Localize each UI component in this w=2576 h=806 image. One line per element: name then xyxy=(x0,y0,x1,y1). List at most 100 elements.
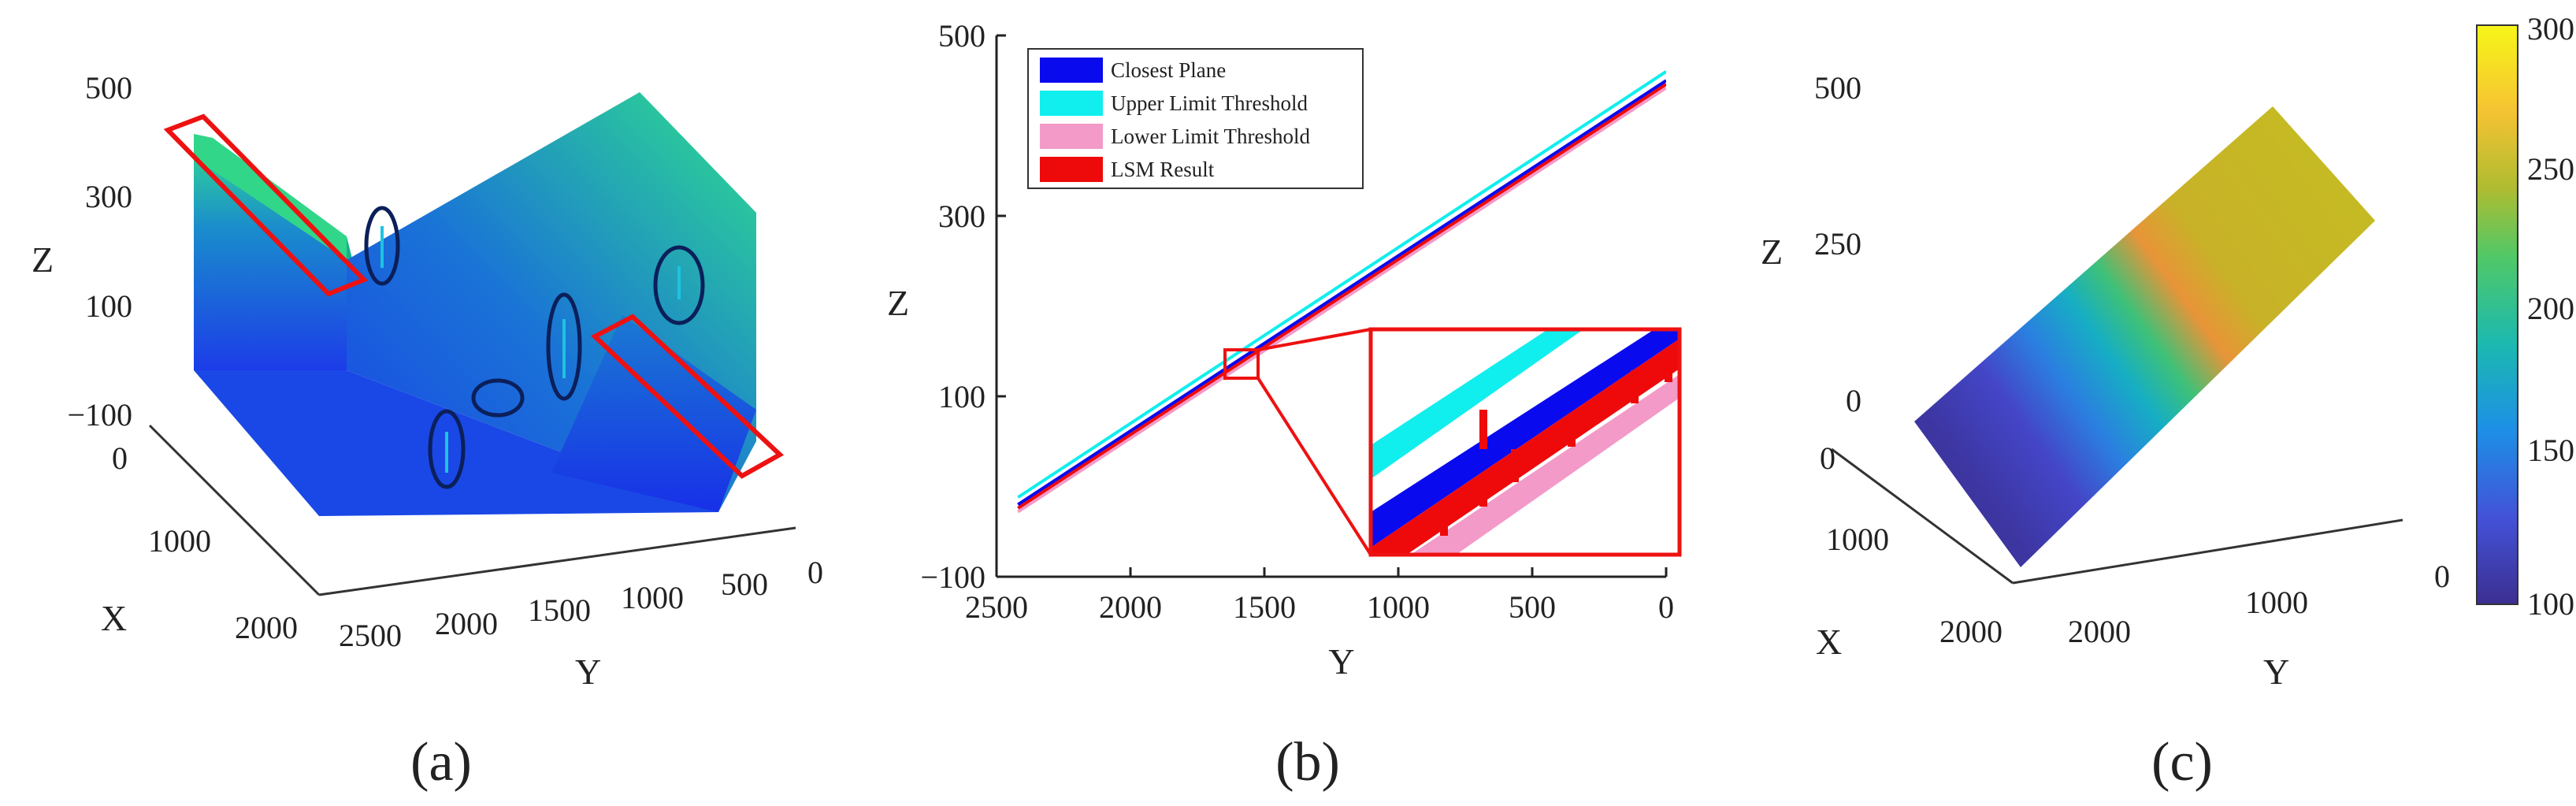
y-tick-label: −100 xyxy=(920,559,985,595)
caption-a: (a) xyxy=(410,732,472,793)
colorbar-tick-label: 250 xyxy=(2527,151,2574,187)
y-tick-label: 1000 xyxy=(621,580,684,615)
panel-c-z-ticks: 500 250 0 xyxy=(1814,70,1861,418)
x-axis-label-b: Y xyxy=(1328,641,1354,682)
panel-b: 500 300 100 −100 2500 2000 1500 1000 500 0 Z Y C… xyxy=(887,18,1682,793)
x-tick-label: 0 xyxy=(1658,589,1674,625)
caption-b: (b) xyxy=(1275,732,1340,793)
x-tick-label: 0 xyxy=(112,440,128,476)
y-axis-label-b: Z xyxy=(887,283,909,323)
x-tick-label: 1000 xyxy=(1826,522,1889,557)
zoom-inset xyxy=(1223,327,1682,557)
highlight-box-left xyxy=(163,113,369,297)
y-tick-label: 1000 xyxy=(2245,585,2308,620)
x-tick-label: 500 xyxy=(1509,589,1556,625)
legend-swatch xyxy=(1040,157,1103,182)
x-tick-label: 2000 xyxy=(1099,589,1162,625)
colorbar: 300 250 200 150 100 xyxy=(2476,11,2574,622)
surface-right-floor xyxy=(551,315,756,512)
panel-a-axes xyxy=(148,424,796,596)
x-tick-label: 0 xyxy=(1820,440,1835,476)
z-tick-label: −100 xyxy=(67,397,132,433)
plot-b-lines xyxy=(1017,70,1666,514)
x-tick-label: 1500 xyxy=(1233,589,1296,625)
legend-label: Closest Plane xyxy=(1111,58,1226,82)
panel-a-outlier-ellipses xyxy=(364,206,705,489)
axes-frame-b xyxy=(995,35,1666,578)
x-tick-label: 2000 xyxy=(1939,614,2003,649)
panel-c-x-ticks: 0 1000 2000 xyxy=(1820,440,2003,649)
series-line-lower-limit-threshold xyxy=(1017,86,1666,514)
z-tick-label: 300 xyxy=(85,179,132,214)
surface-c xyxy=(1914,106,2375,567)
x-axis-label-c: X xyxy=(1816,622,1842,662)
inset-outlier xyxy=(1568,414,1576,447)
inset-outlier xyxy=(1511,449,1519,482)
panel-a-z-ticks: 500 300 100 −100 xyxy=(67,70,132,433)
inset-outlier xyxy=(1665,349,1672,382)
legend-swatch xyxy=(1040,58,1103,83)
inset-bands xyxy=(1371,329,1680,555)
legend-b: Closest Plane Upper Limit Threshold Lowe… xyxy=(1027,48,1364,189)
y-tick-label: 2000 xyxy=(2068,614,2131,649)
outlier-ellipse xyxy=(428,409,466,489)
y-tick-label: 0 xyxy=(807,555,823,590)
zoom-connector xyxy=(1256,377,1372,556)
y-tick-label: 1500 xyxy=(528,592,591,628)
legend-label: LSM Result xyxy=(1111,158,1215,181)
zoom-region-marker xyxy=(1223,348,1260,380)
y-tick-label: 2000 xyxy=(435,606,498,641)
panel-c-axes xyxy=(1831,448,2403,585)
x-axis-label: X xyxy=(101,598,127,638)
y-tick-label: 500 xyxy=(938,18,985,54)
y-tick-label: 100 xyxy=(938,379,985,414)
panel-a-highlight-boxes xyxy=(163,113,785,479)
y-tick-label: 500 xyxy=(721,566,768,602)
x-ticks-b: 2500 2000 1500 1000 500 0 xyxy=(965,567,1674,625)
z-tick-label: 100 xyxy=(85,288,132,324)
series-line-lsm-result xyxy=(1017,83,1666,510)
y-tick-label: 0 xyxy=(2434,559,2450,594)
series-line-upper-limit-threshold xyxy=(1017,70,1666,499)
inset-outlier xyxy=(1440,504,1448,536)
inset-outlier xyxy=(1479,410,1487,449)
highlight-box-right xyxy=(590,314,785,479)
inset-frame xyxy=(1368,327,1682,557)
inset-outlier xyxy=(1479,475,1487,507)
inset-outlier xyxy=(1631,370,1639,403)
z-tick-label: 500 xyxy=(1814,70,1861,106)
x-tick-label: 1000 xyxy=(148,523,211,559)
panel-a-y-ticks: 2500 2000 1500 1000 500 0 xyxy=(339,555,823,653)
y-ticks-b: 500 300 100 −100 xyxy=(920,18,1006,595)
inset-band-lower xyxy=(1410,374,1680,555)
outlier-ellipse xyxy=(653,245,705,325)
panel-a: 500 300 100 −100 Z 0 1000 2000 X 2500 20… xyxy=(32,70,823,793)
panel-c: 500 250 0 Z 0 1000 2000 X 2000 1000 0 Y … xyxy=(1761,11,2574,793)
z-axis-label-c: Z xyxy=(1761,232,1783,272)
zoom-connector xyxy=(1257,328,1372,351)
x-tick-label: 1000 xyxy=(1367,589,1430,625)
colorbar-tick-label: 150 xyxy=(2527,433,2574,468)
colorbar-tick-label: 200 xyxy=(2527,291,2574,326)
y-tick-label: 300 xyxy=(938,199,985,234)
y-axis-label-c: Y xyxy=(2263,652,2289,692)
z-axis-label: Z xyxy=(32,240,54,280)
z-tick-label: 0 xyxy=(1846,383,1861,418)
outlier-ellipse xyxy=(471,378,525,418)
outlier-ellipse xyxy=(364,206,400,286)
colorbar-tick-label: 300 xyxy=(2527,11,2574,46)
inset-band-lsm xyxy=(1371,339,1680,555)
z-tick-label: 250 xyxy=(1814,226,1861,262)
panel-a-x-ticks: 0 1000 2000 xyxy=(112,440,298,645)
inset-band-closest xyxy=(1371,329,1680,548)
legend-swatch xyxy=(1040,124,1103,149)
x-tick-label: 2000 xyxy=(235,610,298,645)
surface-rim xyxy=(194,134,347,260)
colorbar-ticks: 300 250 200 150 100 xyxy=(2527,11,2574,622)
colorbar-tick-label: 100 xyxy=(2527,586,2574,622)
legend-label: Upper Limit Threshold xyxy=(1111,91,1308,115)
colorbar-gradient xyxy=(2476,24,2518,605)
outlier-ellipse xyxy=(546,292,582,401)
z-tick-label: 500 xyxy=(85,70,132,106)
